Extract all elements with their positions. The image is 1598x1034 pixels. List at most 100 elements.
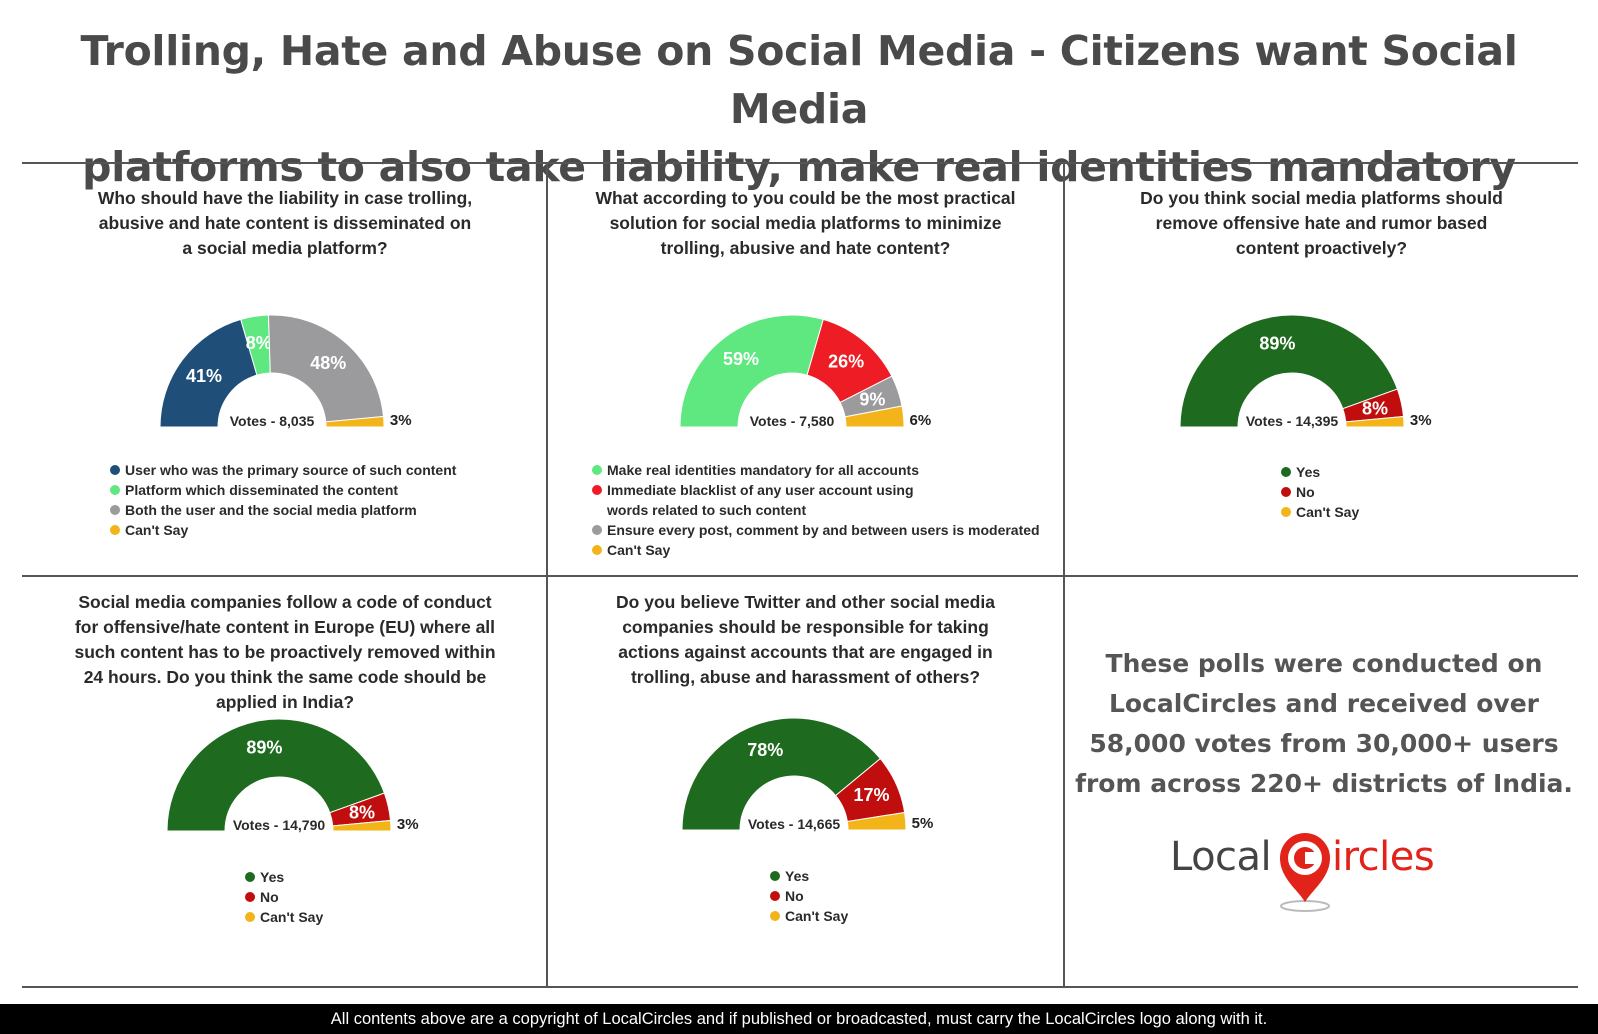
data-label: 41% (186, 366, 222, 386)
legend-item: Immediate blacklist of any user account … (592, 480, 1040, 520)
poll-question: Do you think social media platforms shou… (1065, 186, 1578, 261)
poll-question-line: Do you think social media platforms shou… (1140, 188, 1503, 208)
poll-question-line: content proactively? (1235, 238, 1408, 258)
legend-item: Yes (770, 866, 848, 886)
legend-swatch (110, 485, 120, 495)
legend-item: Yes (245, 867, 323, 887)
legend-label: Both the user and the social media platf… (125, 502, 417, 518)
legend-swatch (770, 871, 780, 881)
donut-segment (166, 718, 386, 832)
donut-segment (844, 405, 905, 428)
half-donut-chart: 78% 17% 5% Votes - 14,665 (681, 717, 934, 832)
legend-swatch (245, 892, 255, 902)
legend-item: No (245, 887, 323, 907)
poll-question-line: applied in India? (215, 692, 355, 712)
poll-summary-line: 58,000 votes from 30,000+ users (1089, 729, 1559, 758)
legend-label: Can't Say (785, 908, 849, 924)
legend-swatch (110, 505, 120, 515)
data-label: 8% (1362, 398, 1388, 418)
legend-swatch (110, 465, 120, 475)
legend-label: Can't Say (260, 909, 324, 925)
legend-swatch (245, 872, 255, 882)
data-label: 5% (912, 815, 934, 832)
copyright-footer-text: All contents above are a copyright of Lo… (330, 1010, 1268, 1028)
logo-text-local: Local (1170, 834, 1272, 880)
legend-label: Platform which disseminated the content (125, 482, 399, 498)
half-donut-chart: 89% 8% 3% Votes - 14,790 (166, 718, 419, 833)
poll-question-line: What according to you could be the most … (595, 188, 1016, 208)
legend-swatch (1281, 507, 1291, 517)
legend-label: User who was the primary source of such … (125, 462, 457, 478)
legend-swatch (592, 545, 602, 555)
half-donut-chart: 41% 8% 48% 3% Votes - 8,035 (159, 314, 412, 429)
legend-swatch (1281, 467, 1291, 477)
poll-question-line: 24 hours. Do you think the same code sho… (83, 667, 487, 687)
donut-segment (332, 819, 392, 832)
poll-question-line: Social media companies follow a code of … (78, 592, 492, 612)
poll-panel-solution: What according to you could be the most … (548, 164, 1063, 575)
legend-label: Yes (785, 868, 810, 884)
page-title-line-2: platforms to also take liability, make r… (82, 143, 1516, 191)
poll-question-line: companies should be responsible for taki… (622, 617, 989, 637)
poll-summary-line: LocalCircles and received over (1108, 689, 1540, 718)
donut-segment (325, 415, 385, 428)
votes-count: Votes - 14,395 (1246, 413, 1339, 429)
data-label: 78% (747, 740, 783, 760)
data-label: 3% (390, 412, 412, 429)
page-title-line-1: Trolling, Hate and Abuse on Social Media… (80, 27, 1518, 133)
poll-question-line: trolling, abusive and hate content? (660, 238, 951, 258)
legend-item: Can't Say (592, 540, 1040, 560)
legend-item: No (770, 886, 848, 906)
data-label: 3% (1410, 412, 1432, 429)
donut-segment (1179, 314, 1399, 428)
logo-text-ircles: ircles (1332, 834, 1435, 880)
poll-panel-eu-code: Social media companies follow a code of … (24, 577, 546, 986)
legend-label: No (785, 888, 804, 904)
data-label: 26% (828, 352, 864, 372)
half-donut-chart: 59% 26% 9% 6% Votes - 7,580 (679, 314, 932, 429)
legend-label: Yes (1296, 464, 1321, 480)
grid-divider-right (1063, 163, 1065, 986)
legend-swatch (245, 912, 255, 922)
legend-item: Platform which disseminated the content (110, 480, 456, 500)
grid-divider-bottom (22, 986, 1578, 988)
legend-swatch (110, 525, 120, 535)
poll-question: What according to you could be the most … (548, 186, 1063, 261)
page-title: Trolling, Hate and Abuse on Social Media… (20, 22, 1578, 196)
location-pin-icon (1280, 832, 1330, 912)
poll-panel-liability: Who should have the liability in case tr… (24, 164, 546, 575)
poll-summary-note: These polls were conducted on LocalCircl… (1068, 644, 1580, 804)
localcircles-logo: Local ircles (1170, 826, 1470, 916)
legend-label: No (260, 889, 279, 905)
data-label: 3% (397, 816, 419, 833)
copyright-footer: All contents above are a copyright of Lo… (0, 1004, 1598, 1034)
donut-segment (267, 314, 385, 423)
legend-label: Ensure every post, comment by and betwee… (607, 522, 1040, 538)
poll-question: Do you believe Twitter and other social … (548, 590, 1063, 690)
data-label: 89% (1259, 333, 1295, 353)
legend-item: Can't Say (245, 907, 323, 927)
poll-question-line: such content has to be proactively remov… (74, 642, 496, 662)
legend-swatch (770, 911, 780, 921)
legend-item: No (1281, 482, 1359, 502)
data-label: 6% (910, 412, 932, 429)
poll-summary-line: from across 220+ districts of India. (1075, 769, 1573, 798)
chart-legend: Make real identities mandatory for all a… (592, 460, 1040, 560)
grid-divider-left (546, 163, 548, 986)
poll-question-line: Do you believe Twitter and other social … (616, 592, 995, 612)
chart-legend: Yes No Can't Say (245, 867, 323, 927)
poll-question-line: trolling, abuse and harassment of others… (630, 667, 981, 687)
data-label: 8% (349, 802, 375, 822)
votes-count: Votes - 14,790 (233, 817, 326, 833)
poll-question-line: remove offensive hate and rumor based (1155, 213, 1488, 233)
half-donut-chart: 89% 8% 3% Votes - 14,395 (1179, 314, 1432, 429)
legend-label: Can't Say (607, 542, 671, 558)
legend-label: Can't Say (125, 522, 189, 538)
data-label: 8% (246, 333, 272, 353)
legend-label: Make real identities mandatory for all a… (607, 462, 919, 478)
data-label: 48% (310, 353, 346, 373)
chart-legend: Yes No Can't Say (770, 866, 848, 926)
chart-legend: User who was the primary source of such … (110, 460, 456, 540)
legend-swatch (592, 525, 602, 535)
poll-question: Social media companies follow a code of … (24, 590, 546, 715)
